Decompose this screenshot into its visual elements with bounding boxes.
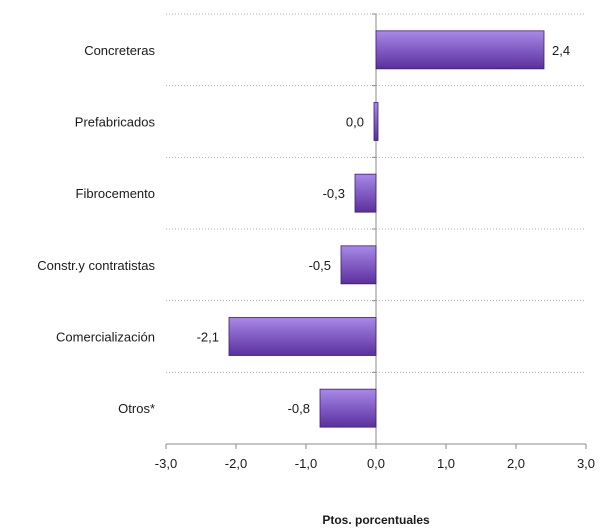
x-tick-label: 3,0 — [577, 456, 595, 471]
bar — [228, 317, 377, 356]
bar — [319, 388, 377, 428]
data-label: -0,3 — [323, 186, 345, 201]
x-tick-label: 1,0 — [437, 456, 455, 471]
bar — [375, 30, 545, 70]
bars — [228, 30, 545, 428]
axes: -3,0 -2,0 -1,0 0,0 1,0 2,0 3,0 — [155, 13, 595, 471]
category-label: Prefabricados — [75, 115, 156, 130]
x-tick-label: -3,0 — [155, 456, 177, 471]
data-label: 2,4 — [552, 43, 570, 58]
x-tick-label: 0,0 — [367, 456, 385, 471]
x-tick-label: -2,0 — [225, 456, 247, 471]
labels: Concreteras 2,4 Prefabricados 0,0 Fibrocemen… — [37, 43, 570, 416]
data-label: -2,1 — [197, 330, 219, 345]
category-label: Concreteras — [84, 43, 155, 58]
category-label: Fibrocemento — [76, 186, 155, 201]
bar — [373, 102, 379, 141]
x-tick-label: 2,0 — [507, 456, 525, 471]
data-label: -0,5 — [309, 258, 331, 273]
data-label: 0,0 — [346, 115, 364, 130]
x-axis-title: Ptos. porcentuales — [322, 513, 430, 527]
x-tick-label: -1,0 — [295, 456, 317, 471]
data-label: -0,8 — [288, 401, 310, 416]
category-label: Comercialización — [56, 330, 155, 345]
category-label: Otros* — [118, 401, 155, 416]
bar — [340, 245, 377, 285]
bar — [354, 173, 377, 213]
category-label: Constr.y contratistas — [37, 258, 155, 273]
